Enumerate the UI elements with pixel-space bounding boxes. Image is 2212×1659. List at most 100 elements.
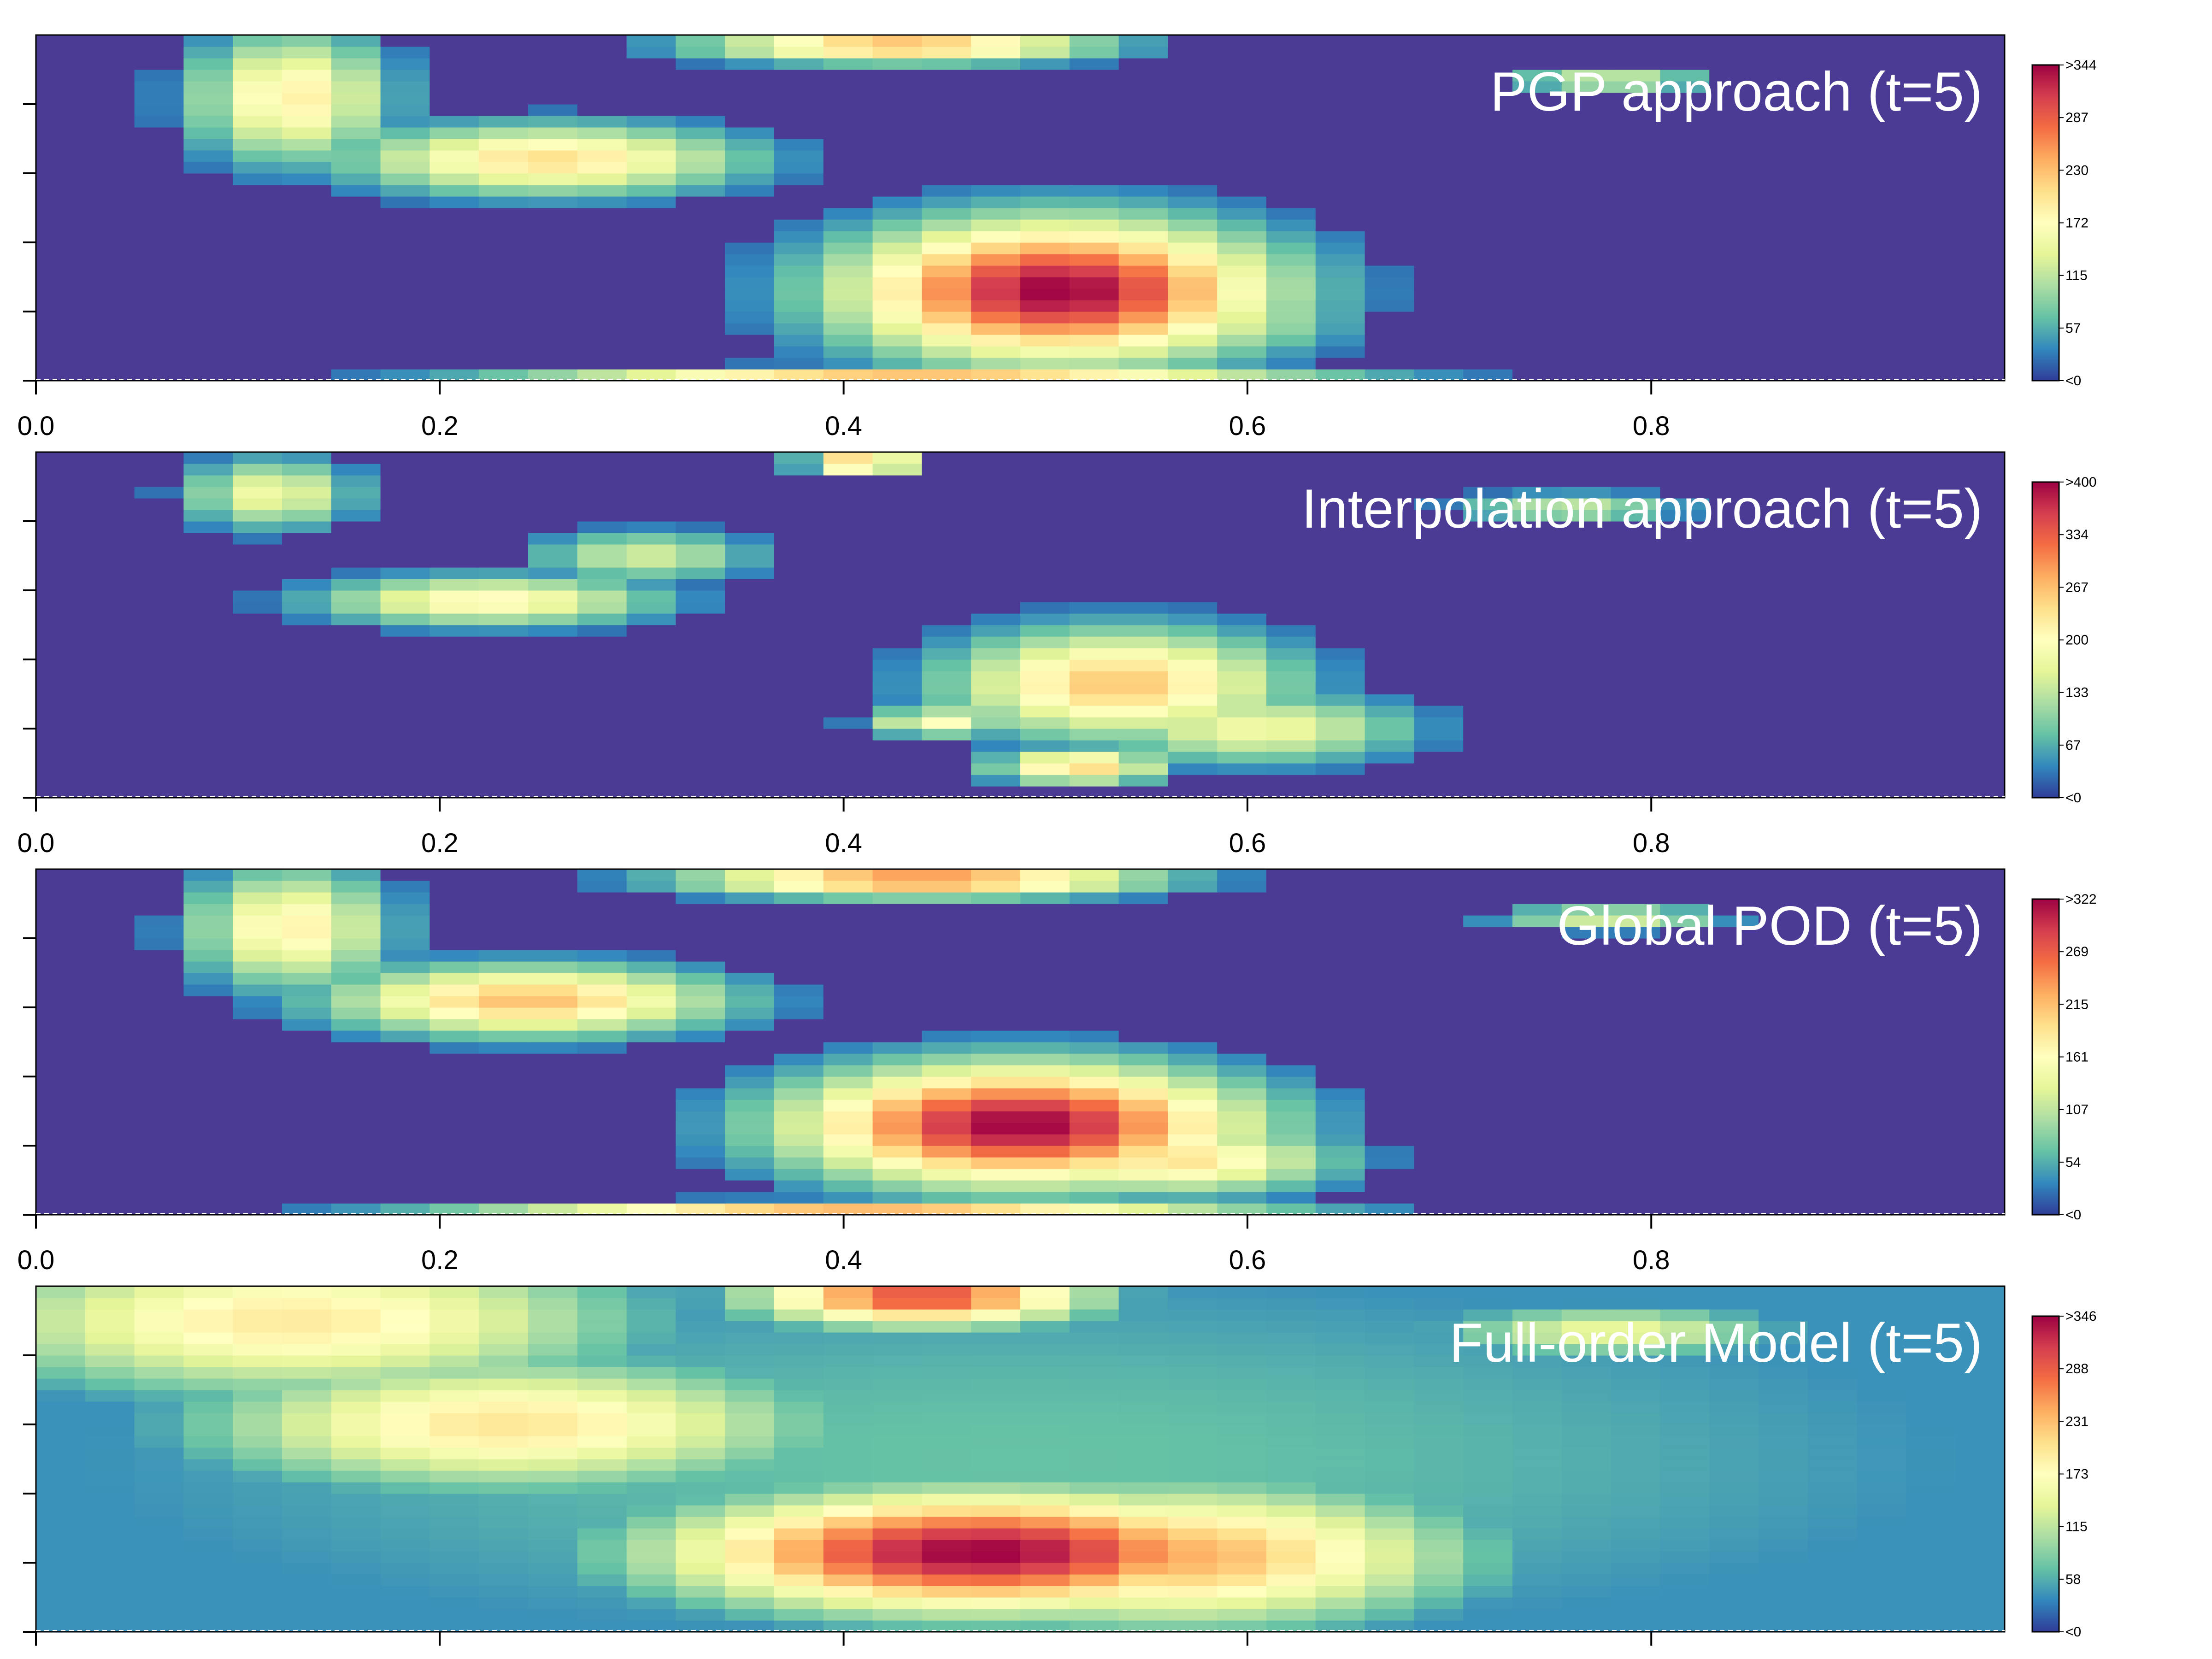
heat-cell (1759, 1088, 1808, 1100)
heat-cell (1759, 1447, 1808, 1459)
heat-cell (872, 1413, 922, 1425)
heat-cell (380, 892, 430, 904)
heat-cell (872, 1551, 922, 1563)
heat-cell (282, 335, 332, 347)
heat-cell (1069, 1540, 1119, 1552)
heat-cell (479, 1332, 529, 1344)
heat-cell (1561, 1088, 1612, 1100)
heat-cell (1512, 729, 1562, 741)
heat-cell (577, 1019, 627, 1031)
heat-cell (1512, 219, 1562, 231)
heat-cell (1561, 346, 1612, 358)
heat-cell (1807, 35, 1858, 47)
x-tick-label: 0.6 (1229, 828, 1266, 858)
heat-cell (872, 162, 922, 174)
heat-cell (85, 1203, 135, 1215)
heat-cell (183, 1367, 233, 1379)
heat-cell (1857, 173, 1906, 185)
heat-cell (233, 70, 282, 82)
heat-cell (1217, 579, 1267, 591)
heat-cell (676, 556, 725, 568)
heat-cell (1315, 544, 1365, 556)
heat-cell (331, 300, 381, 312)
heat-cell (872, 1111, 922, 1123)
heat-cell (1807, 219, 1858, 231)
heat-cell (1512, 1471, 1562, 1483)
heat-cell (1906, 208, 1956, 220)
heat-cell (1315, 1413, 1365, 1425)
heat-cell (1217, 1298, 1267, 1310)
heat-cell (1020, 984, 1070, 996)
heat-cell (134, 1111, 184, 1123)
heat-cell (971, 1286, 1021, 1298)
heat-cell (331, 1505, 381, 1517)
heat-cell (1857, 706, 1906, 718)
heat-cell (134, 950, 184, 962)
heat-cell (1512, 694, 1562, 706)
heat-cell (1315, 740, 1365, 752)
heat-cell (1857, 1540, 1906, 1552)
heat-cell (380, 1157, 430, 1169)
heat-cell (1168, 1459, 1218, 1471)
heat-cell (1807, 369, 1858, 381)
heat-cell (1611, 602, 1660, 614)
heat-cell (1807, 162, 1858, 174)
heat-cell (823, 996, 873, 1008)
heat-cell (725, 590, 775, 602)
heat-cell (1069, 1505, 1119, 1517)
heat-cell (1759, 173, 1808, 185)
heat-cell (1168, 533, 1218, 545)
heat-cell (134, 346, 184, 358)
heat-cell (922, 763, 971, 775)
heat-cell (1709, 717, 1759, 729)
heat-cell (1118, 602, 1168, 614)
heat-cell (282, 1157, 332, 1169)
heat-cell (134, 35, 184, 47)
heat-cell (134, 452, 184, 464)
heat-cell (1414, 231, 1464, 243)
heat-cell (577, 335, 627, 347)
heat-cell (1414, 1494, 1464, 1506)
heat-cell (676, 533, 725, 545)
colorbar-tick-label: >346 (2065, 1309, 2097, 1324)
heat-cell (971, 475, 1021, 487)
colorbar-tick-label: >400 (2065, 475, 2097, 490)
heat-cell (626, 300, 676, 312)
heat-cell (331, 579, 381, 591)
heat-cell (577, 162, 627, 174)
heat-cell (1512, 1321, 1562, 1333)
heat-cell (233, 1436, 282, 1448)
heat-cell (1266, 1459, 1316, 1471)
heat-cell (1020, 1134, 1070, 1146)
heat-cell (725, 938, 775, 950)
heat-cell (36, 475, 86, 487)
heat-cell (1217, 1146, 1267, 1158)
heat-cell (331, 740, 381, 752)
heat-cell (1660, 1505, 1710, 1517)
heat-cell (528, 487, 578, 499)
colorbar-tick-label: >344 (2065, 58, 2097, 73)
heat-cell (1955, 648, 2005, 660)
heat-cell (380, 556, 430, 568)
heat-cell (577, 288, 627, 300)
heat-cell (331, 1180, 381, 1192)
heat-cell (1660, 475, 1710, 487)
heat-cell (1611, 150, 1660, 162)
heat-cell (1020, 1494, 1070, 1506)
heat-cell (1561, 1424, 1612, 1436)
heat-cell (774, 1401, 824, 1413)
heat-cell (1807, 740, 1858, 752)
heat-cell (1512, 961, 1562, 973)
heat-cell (1709, 1528, 1759, 1540)
heat-cell (429, 996, 479, 1008)
heat-cell (626, 1180, 676, 1192)
heat-cell (1906, 1505, 1956, 1517)
heat-cell (1759, 740, 1808, 752)
heat-cell (626, 590, 676, 602)
heat-cell (1069, 1180, 1119, 1192)
heat-cell (1069, 498, 1119, 510)
heat-cell (233, 127, 282, 139)
heat-cell (1512, 659, 1562, 671)
heat-cell (1759, 219, 1808, 231)
heat-cell (823, 775, 873, 787)
